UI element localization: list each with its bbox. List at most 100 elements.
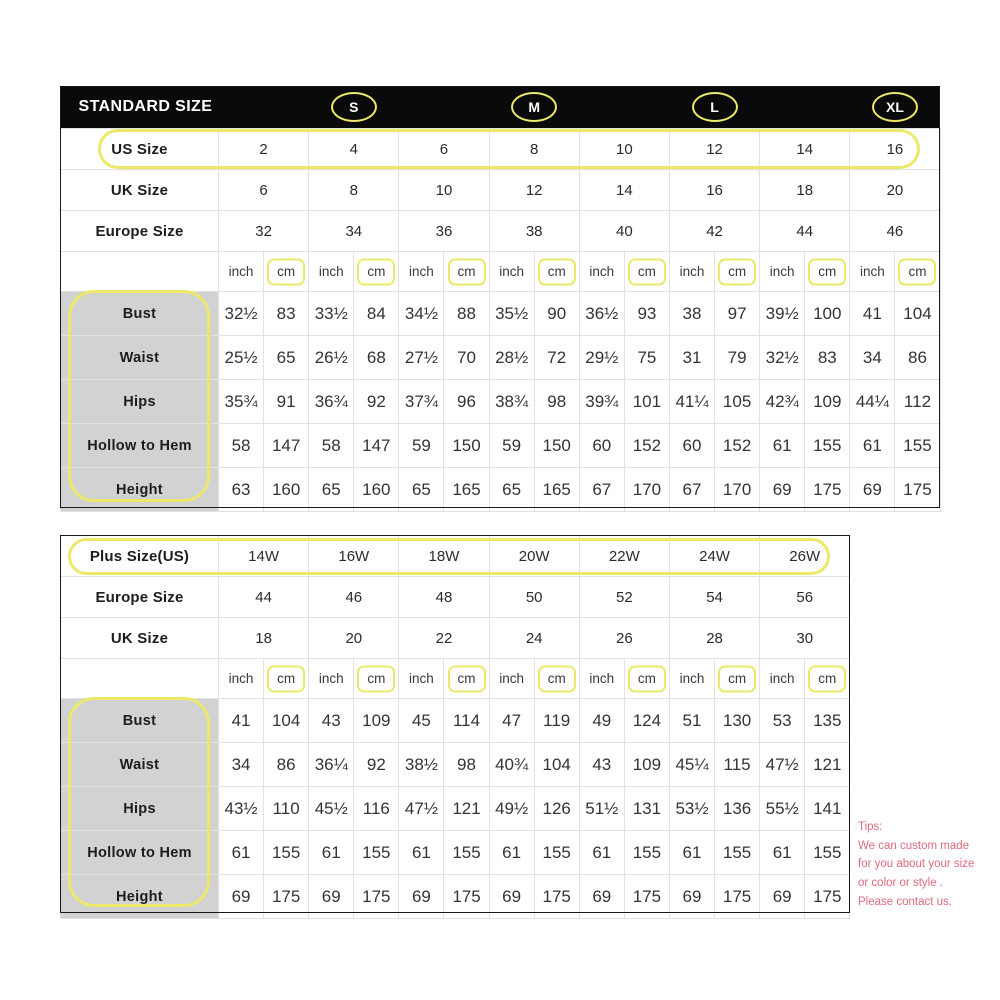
- measure-cell: 86: [263, 742, 310, 787]
- measure-cell: 155: [353, 830, 400, 875]
- measure-cell: 150: [443, 423, 490, 468]
- measure-cell: 69: [578, 874, 625, 919]
- unit-cell-cm: cm: [804, 658, 851, 699]
- plus-measure-label-0: Bust: [60, 698, 219, 743]
- measure-cell: 170: [714, 467, 761, 512]
- measure-label-1: Waist: [60, 335, 219, 380]
- measure-cell: 61: [217, 830, 265, 875]
- standard-row-uk-size: UK Size 6 8 10 12 14 16 18 20: [60, 169, 941, 211]
- size-chip-m: M: [489, 86, 580, 129]
- measure-cell: 155: [804, 830, 851, 875]
- measure-cell: 165: [533, 467, 580, 512]
- cell-value: 22: [398, 617, 490, 659]
- unit-label: cm: [637, 264, 656, 279]
- plus-row-europe-size: Europe Size 44 46 48 50 52 54 56: [60, 576, 851, 618]
- unit-cell-cm: cm: [714, 251, 761, 292]
- size-chip-s: S: [308, 86, 399, 129]
- measure-cell: 175: [894, 467, 941, 512]
- measure-cell: 25½: [217, 335, 265, 380]
- measure-cell: 114: [443, 698, 490, 743]
- cm-highlight-box: [898, 258, 937, 285]
- measure-cell: 141: [804, 786, 851, 831]
- plus-measure-label-1: Waist: [60, 742, 219, 787]
- unit-cell-inch: inch: [217, 251, 265, 292]
- measure-cell: 112: [894, 379, 941, 424]
- cell-value: 14: [759, 128, 851, 170]
- measure-label-2: Hips: [60, 379, 219, 424]
- cell-value: 20W: [488, 535, 580, 577]
- measure-cell: 69: [759, 874, 806, 919]
- measure-cell: 152: [623, 423, 670, 468]
- measure-cell: 36¼: [308, 742, 355, 787]
- measure-cell: 58: [308, 423, 355, 468]
- plus-measure-label-2: Hips: [60, 786, 219, 831]
- measure-cell: 175: [353, 874, 400, 919]
- measure-cell: 155: [894, 423, 941, 468]
- measure-cell: 61: [488, 830, 535, 875]
- cell-value: 50: [488, 576, 580, 618]
- measure-cell: 43: [578, 742, 625, 787]
- size-chip-ellipse: [511, 92, 558, 122]
- measure-cell: 155: [263, 830, 310, 875]
- page-title: STANDARD SIZE: [60, 86, 219, 129]
- unit-cell-inch: inch: [488, 251, 535, 292]
- size-chip-label: XL: [885, 99, 904, 115]
- tips-line-2: We can custom made: [858, 839, 970, 852]
- cell-value: 16W: [308, 535, 400, 577]
- cell-value: 12: [668, 128, 761, 170]
- measure-cell: 104: [533, 742, 580, 787]
- measure-cell: 147: [263, 423, 310, 468]
- measure-cell: 175: [804, 467, 851, 512]
- measure-cell: 130: [714, 698, 761, 743]
- row-label-0: US Size: [60, 128, 219, 170]
- measure-cell: 175: [714, 874, 761, 919]
- measure-cell: 160: [353, 467, 400, 512]
- measure-cell: 83: [804, 335, 851, 380]
- measure-cell: 32½: [217, 291, 265, 336]
- measure-cell: 37¾: [398, 379, 445, 424]
- cell-value: 38: [488, 210, 580, 252]
- cell-value: 20: [849, 169, 941, 211]
- unit-label: cm: [277, 264, 296, 279]
- measure-cell: 175: [623, 874, 670, 919]
- cell-value: 52: [578, 576, 670, 618]
- measure-cell: 69: [849, 467, 896, 512]
- header-spacer-0: [218, 86, 309, 129]
- unit-label: cm: [457, 264, 476, 279]
- measure-cell: 101: [623, 379, 670, 424]
- cm-highlight-box: [537, 258, 576, 285]
- cell-value: 20: [308, 617, 400, 659]
- measure-cell: 53½: [668, 786, 716, 831]
- measure-cell: 58: [217, 423, 265, 468]
- measure-cell: 61: [398, 830, 445, 875]
- plus-row-label-1: Europe Size: [60, 576, 219, 618]
- measure-cell: 38½: [398, 742, 445, 787]
- measure-cell: 86: [894, 335, 941, 380]
- cell-value: 26W: [759, 535, 851, 577]
- unit-label: cm: [818, 264, 837, 279]
- measure-cell: 116: [353, 786, 400, 831]
- cell-value: 24W: [668, 535, 761, 577]
- cell-value: 44: [217, 576, 310, 618]
- cm-highlight-box: [357, 258, 396, 285]
- cell-value: 18W: [398, 535, 490, 577]
- unit-cell-cm: cm: [804, 251, 851, 292]
- measure-cell: 97: [714, 291, 761, 336]
- measure-cell: 69: [488, 874, 535, 919]
- measure-cell: 70: [443, 335, 490, 380]
- cm-highlight-box: [447, 665, 486, 692]
- measure-cell: 83: [263, 291, 310, 336]
- size-chip-xl: XL: [849, 86, 941, 129]
- measure-cell: 98: [533, 379, 580, 424]
- measure-cell: 79: [714, 335, 761, 380]
- cell-value: 16: [668, 169, 761, 211]
- plus-measure-row-hips: Hips 43½ 110 45½ 116 47½ 121 49½ 126 51½ 131 53½ 136…: [60, 786, 851, 831]
- header-spacer-6: [759, 86, 850, 129]
- unit-cell-cm: cm: [623, 658, 670, 699]
- measure-cell: 40¾: [488, 742, 535, 787]
- measure-cell: 61: [578, 830, 625, 875]
- unit-cell-cm: cm: [533, 658, 580, 699]
- measure-cell: 34: [849, 335, 896, 380]
- cm-highlight-box: [808, 665, 847, 692]
- plus-measure-row-bust: Bust 41 104 43 109 45 114 47 119 49 124 51 130 53 135: [60, 698, 851, 743]
